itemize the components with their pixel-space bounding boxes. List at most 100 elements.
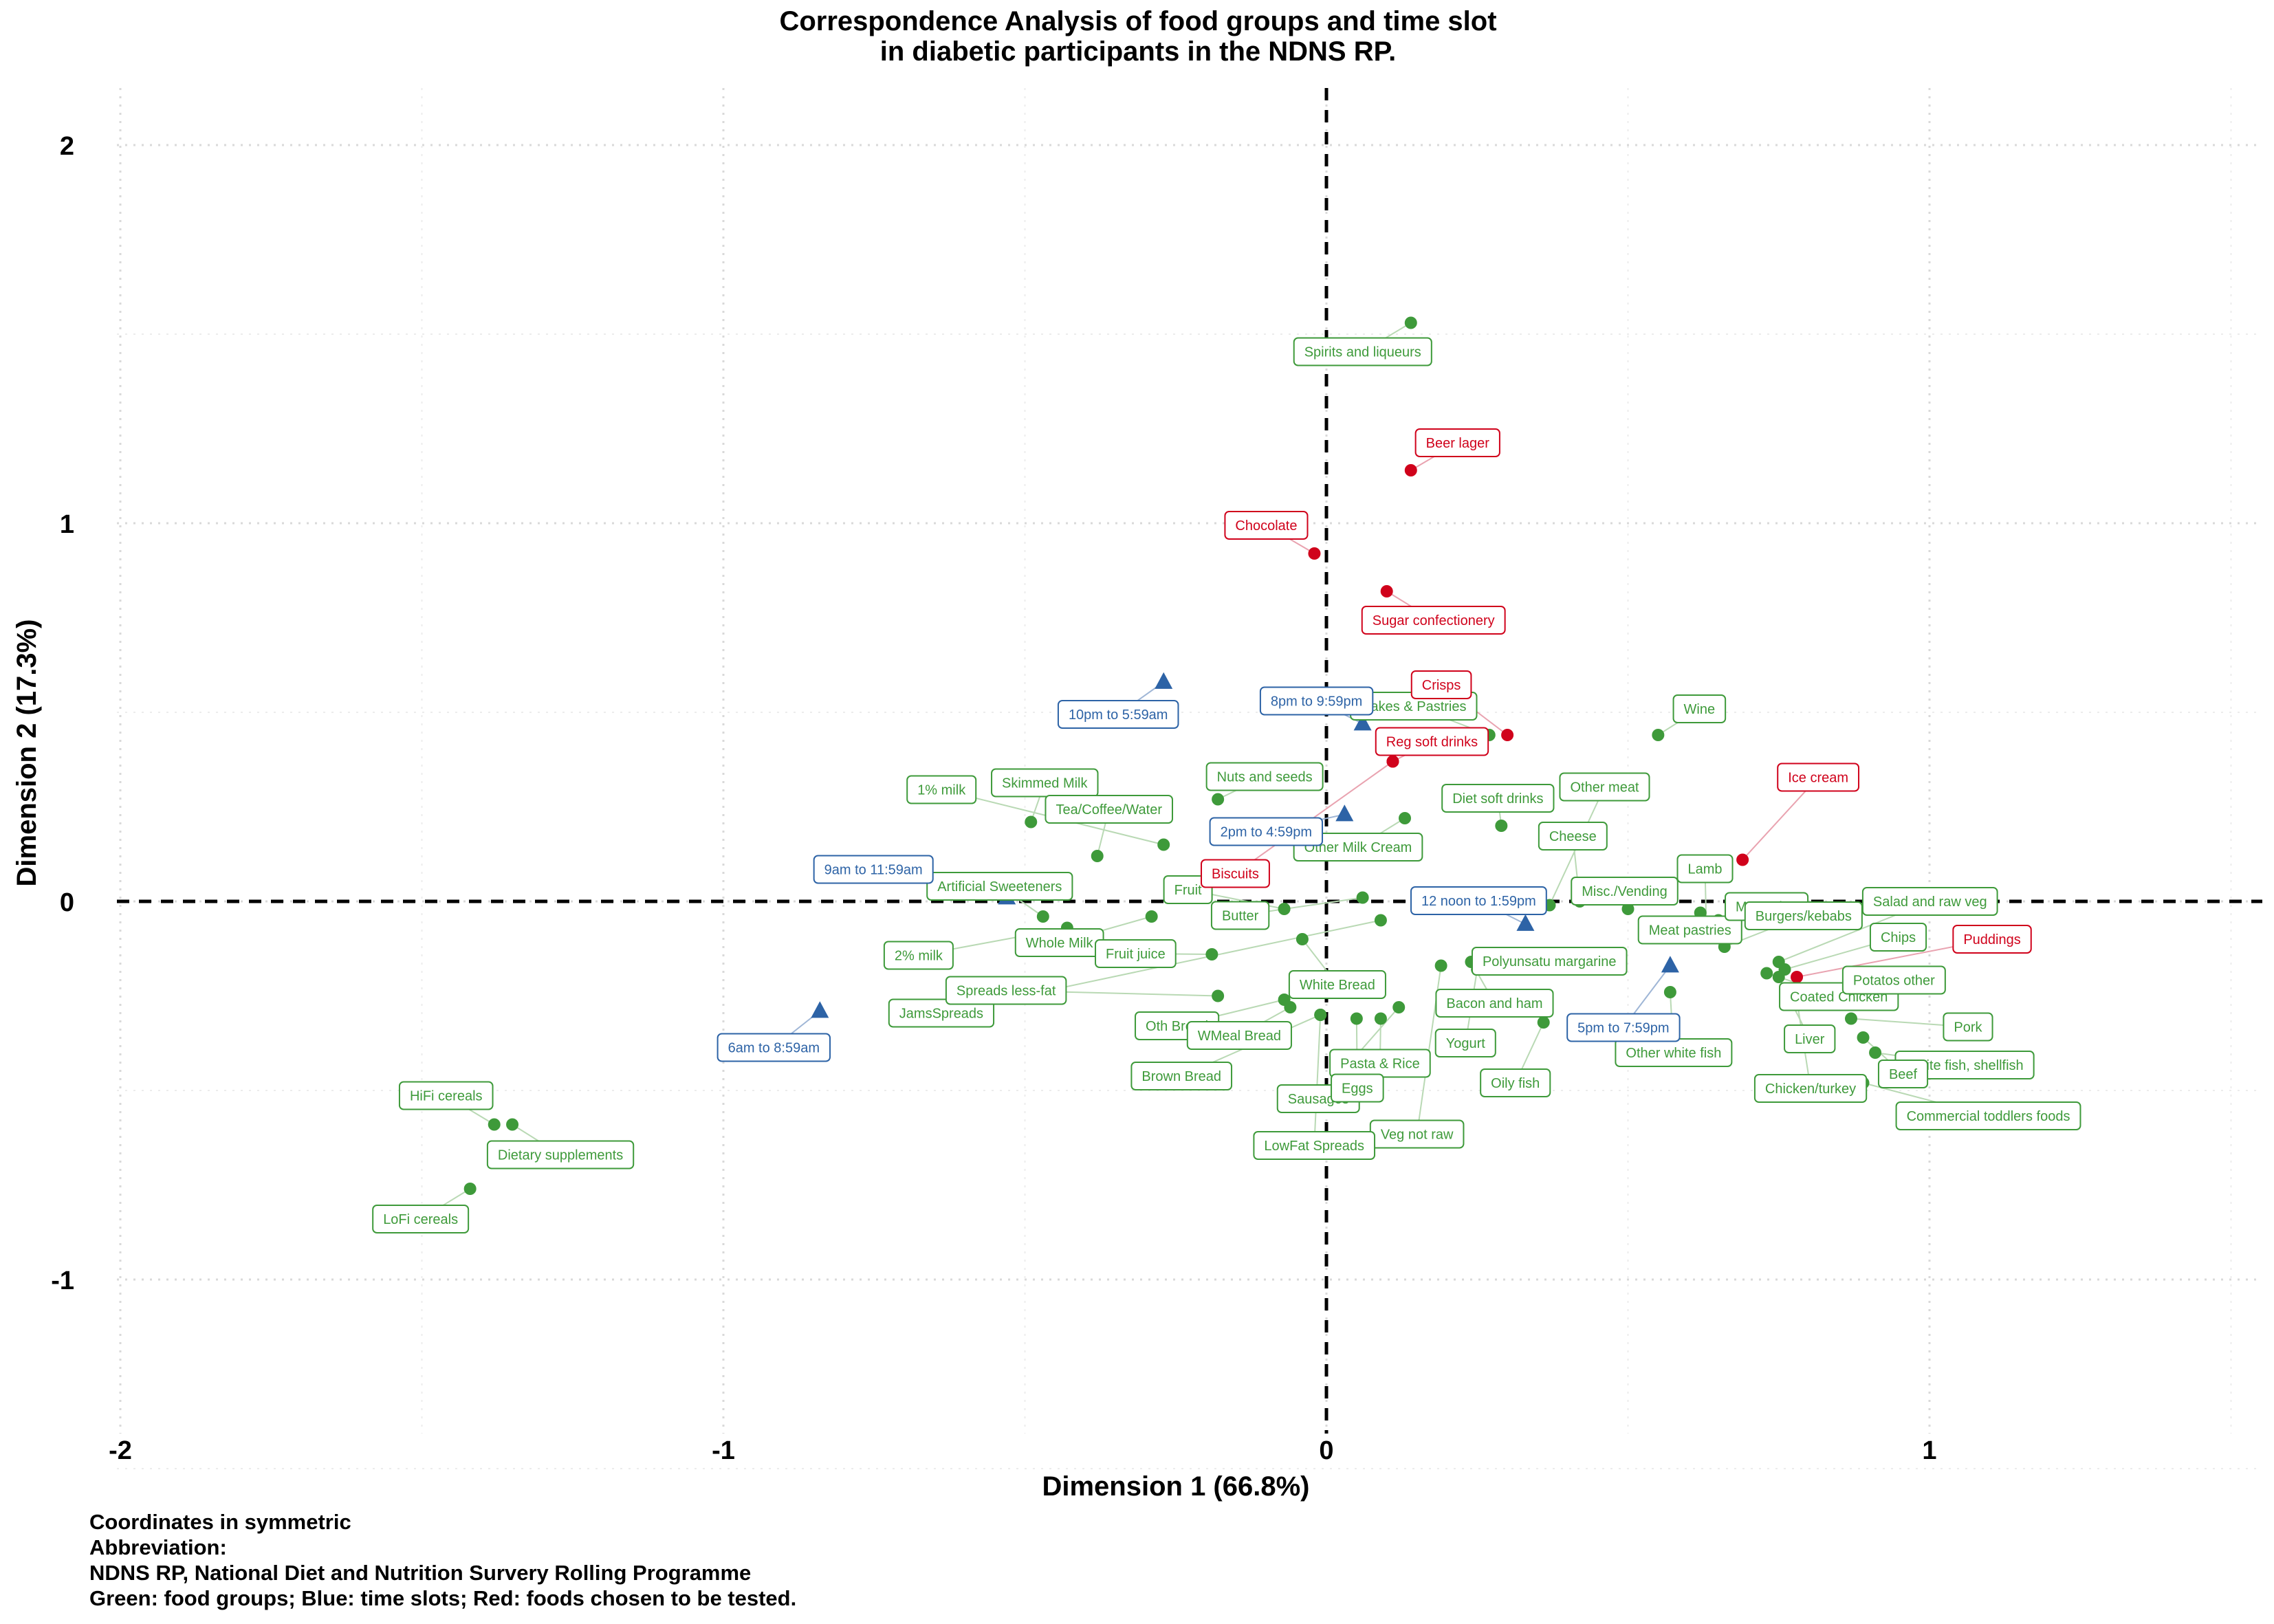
- point-pasta-rice: [1374, 1012, 1387, 1025]
- data-label-box: [926, 872, 1073, 901]
- data-label-box: [1784, 1024, 1836, 1053]
- data-label-dietary-supplements: Dietary supplements: [486, 1140, 635, 1170]
- data-label-9am-to-11-59am: 9am to 11:59am: [813, 855, 934, 884]
- data-label-text: Burgers/kebabs: [1756, 909, 1852, 924]
- point-fruit-juice: [1205, 948, 1218, 961]
- data-label-box: [1441, 784, 1555, 813]
- data-label-misc-vending: Misc./Vending: [1571, 877, 1679, 906]
- point-2pm-to-4-59pm: [1335, 804, 1354, 822]
- data-label-box: [1375, 727, 1489, 756]
- data-label-box: [1209, 817, 1324, 846]
- data-label-text: 6am to 8:59am: [728, 1041, 820, 1056]
- data-label-text: 1% milk: [917, 783, 966, 798]
- data-label-2pm-to-4-59pm: 2pm to 4:59pm: [1209, 817, 1324, 846]
- data-label-box: [1777, 762, 1860, 792]
- data-label-eggs: Eggs: [1331, 1073, 1384, 1103]
- data-label-lofi-cereals: LoFi cereals: [372, 1205, 470, 1233]
- data-label-box: [1753, 1074, 1868, 1103]
- data-label-text: Puddings: [1963, 932, 2020, 947]
- data-label-text: Liver: [1795, 1032, 1825, 1047]
- data-label-box: [1841, 965, 1946, 995]
- x-tick-label: 0: [1319, 1436, 1333, 1465]
- data-label-box: [1435, 989, 1554, 1018]
- data-label-text: Commercial toddlers foods: [1907, 1109, 2070, 1124]
- data-label-text: 12 noon to 1:59pm: [1421, 894, 1536, 909]
- data-label-beer-lager: Beer lager: [1414, 428, 1500, 457]
- data-label-text: Potatos other: [1853, 974, 1935, 989]
- data-label-white-fish-shellfish: White fish, shellfish: [1894, 1051, 2035, 1079]
- data-label-box: [1288, 970, 1386, 999]
- point-5pm-to-7-59pm: [1661, 956, 1679, 973]
- y-axis-title: Dimension 2 (17.3%): [12, 619, 42, 886]
- data-label-potatos-other: Potatos other: [1841, 965, 1946, 995]
- footnote-line: Green: food groups; Blue: time slots; Re…: [89, 1586, 797, 1610]
- point-skimmed-milk: [1025, 815, 1038, 829]
- data-label-text: Butter: [1222, 909, 1259, 924]
- data-label-lamb: Lamb: [1676, 854, 1734, 884]
- data-label-box: [1259, 686, 1374, 716]
- data-label-text: Fruit juice: [1106, 947, 1166, 962]
- point-crisps: [1501, 729, 1514, 741]
- data-label-ice-cream: Ice cream: [1777, 762, 1860, 792]
- data-label-box: [813, 855, 934, 884]
- y-tick-label: -1: [51, 1266, 74, 1295]
- data-label-box: [1538, 822, 1608, 851]
- data-label-other-white-fish: Other white fish: [1615, 1038, 1733, 1067]
- data-label-box: [1637, 915, 1742, 945]
- point-diet-soft-drinks: [1495, 820, 1508, 832]
- data-label-box: [1201, 859, 1270, 888]
- data-label-white-bread: White Bread: [1288, 970, 1386, 999]
- data-label-text: Pork: [1954, 1020, 1982, 1035]
- point-white-bread: [1295, 933, 1309, 945]
- data-label-box: [1130, 1062, 1233, 1090]
- data-label-box: [1672, 694, 1727, 723]
- data-label-text: Pasta & Rice: [1340, 1057, 1420, 1072]
- data-label-spreads-less-fat: Spreads less-fat: [945, 976, 1067, 1005]
- data-label-text: Chips: [1881, 930, 1916, 945]
- footnote-line: Coordinates in symmetric: [89, 1510, 351, 1534]
- point-dietary-supplements: [506, 1118, 519, 1131]
- point-veg-not-raw: [1434, 959, 1447, 972]
- footnote: Coordinates in symmetric Abbreviation: N…: [89, 1509, 796, 1611]
- data-label-box: [945, 976, 1067, 1005]
- point-other-white-fish: [1663, 986, 1676, 998]
- data-label-text: Other meat: [1570, 780, 1639, 795]
- data-markers: [463, 316, 1882, 1195]
- point-lowfat-spreads: [1314, 1009, 1327, 1021]
- data-label-text: LowFat Spreads: [1264, 1139, 1364, 1154]
- data-label-box: [1676, 854, 1734, 884]
- data-label-bacon-and-ham: Bacon and ham: [1435, 989, 1554, 1018]
- data-label-skimmed-milk: Skimmed Milk: [991, 768, 1099, 798]
- data-label-text: 5pm to 7:59pm: [1577, 1021, 1669, 1036]
- point-spreads-less-fat: [1212, 989, 1225, 1002]
- point-6am-to-8-59am: [811, 1001, 829, 1018]
- data-label-12-noon-to-1-59pm: 12 noon to 1:59pm: [1410, 886, 1547, 915]
- data-label-text: Chicken/turkey: [1765, 1082, 1856, 1097]
- point-oily-fish: [1537, 1016, 1550, 1029]
- data-label-chips: Chips: [1869, 923, 1927, 952]
- x-axis-title: Dimension 1 (66.8%): [1042, 1471, 1309, 1502]
- data-label-text: Spirits and liqueurs: [1304, 345, 1421, 360]
- data-label-tea-coffee-water: Tea/Coffee/Water: [1045, 795, 1174, 824]
- point-coated-chicken: [1760, 967, 1773, 980]
- data-label-spirits-and-liqueurs: Spirits and liqueurs: [1293, 337, 1432, 366]
- data-label-box: [1205, 762, 1324, 791]
- data-label-crisps: Crisps: [1410, 670, 1472, 699]
- data-label-text: HiFi cereals: [410, 1089, 483, 1104]
- data-label-text: Cakes & Pastries: [1361, 699, 1466, 714]
- data-label-1-milk: 1% milk: [906, 775, 977, 804]
- data-label-text: WMeal Bread: [1198, 1029, 1281, 1044]
- data-label-box: [1361, 606, 1506, 635]
- data-label-brown-bread: Brown Bread: [1130, 1062, 1233, 1090]
- data-label-sugar-confectionery: Sugar confectionery: [1361, 606, 1506, 635]
- data-label-text: Salad and raw veg: [1873, 895, 1987, 910]
- data-label-cheese: Cheese: [1538, 822, 1608, 851]
- point-12-noon-to-1-59pm: [1516, 914, 1535, 931]
- point-tea-coffee-water: [1091, 850, 1104, 862]
- data-label-box: [1293, 833, 1423, 862]
- point-white-fish-shellfish: [1869, 1046, 1882, 1059]
- data-label-box: [398, 1081, 494, 1110]
- data-label-box: [1331, 1073, 1384, 1103]
- data-label-other-milk-cream: Other Milk Cream: [1293, 833, 1423, 862]
- point-beef: [1857, 1031, 1870, 1044]
